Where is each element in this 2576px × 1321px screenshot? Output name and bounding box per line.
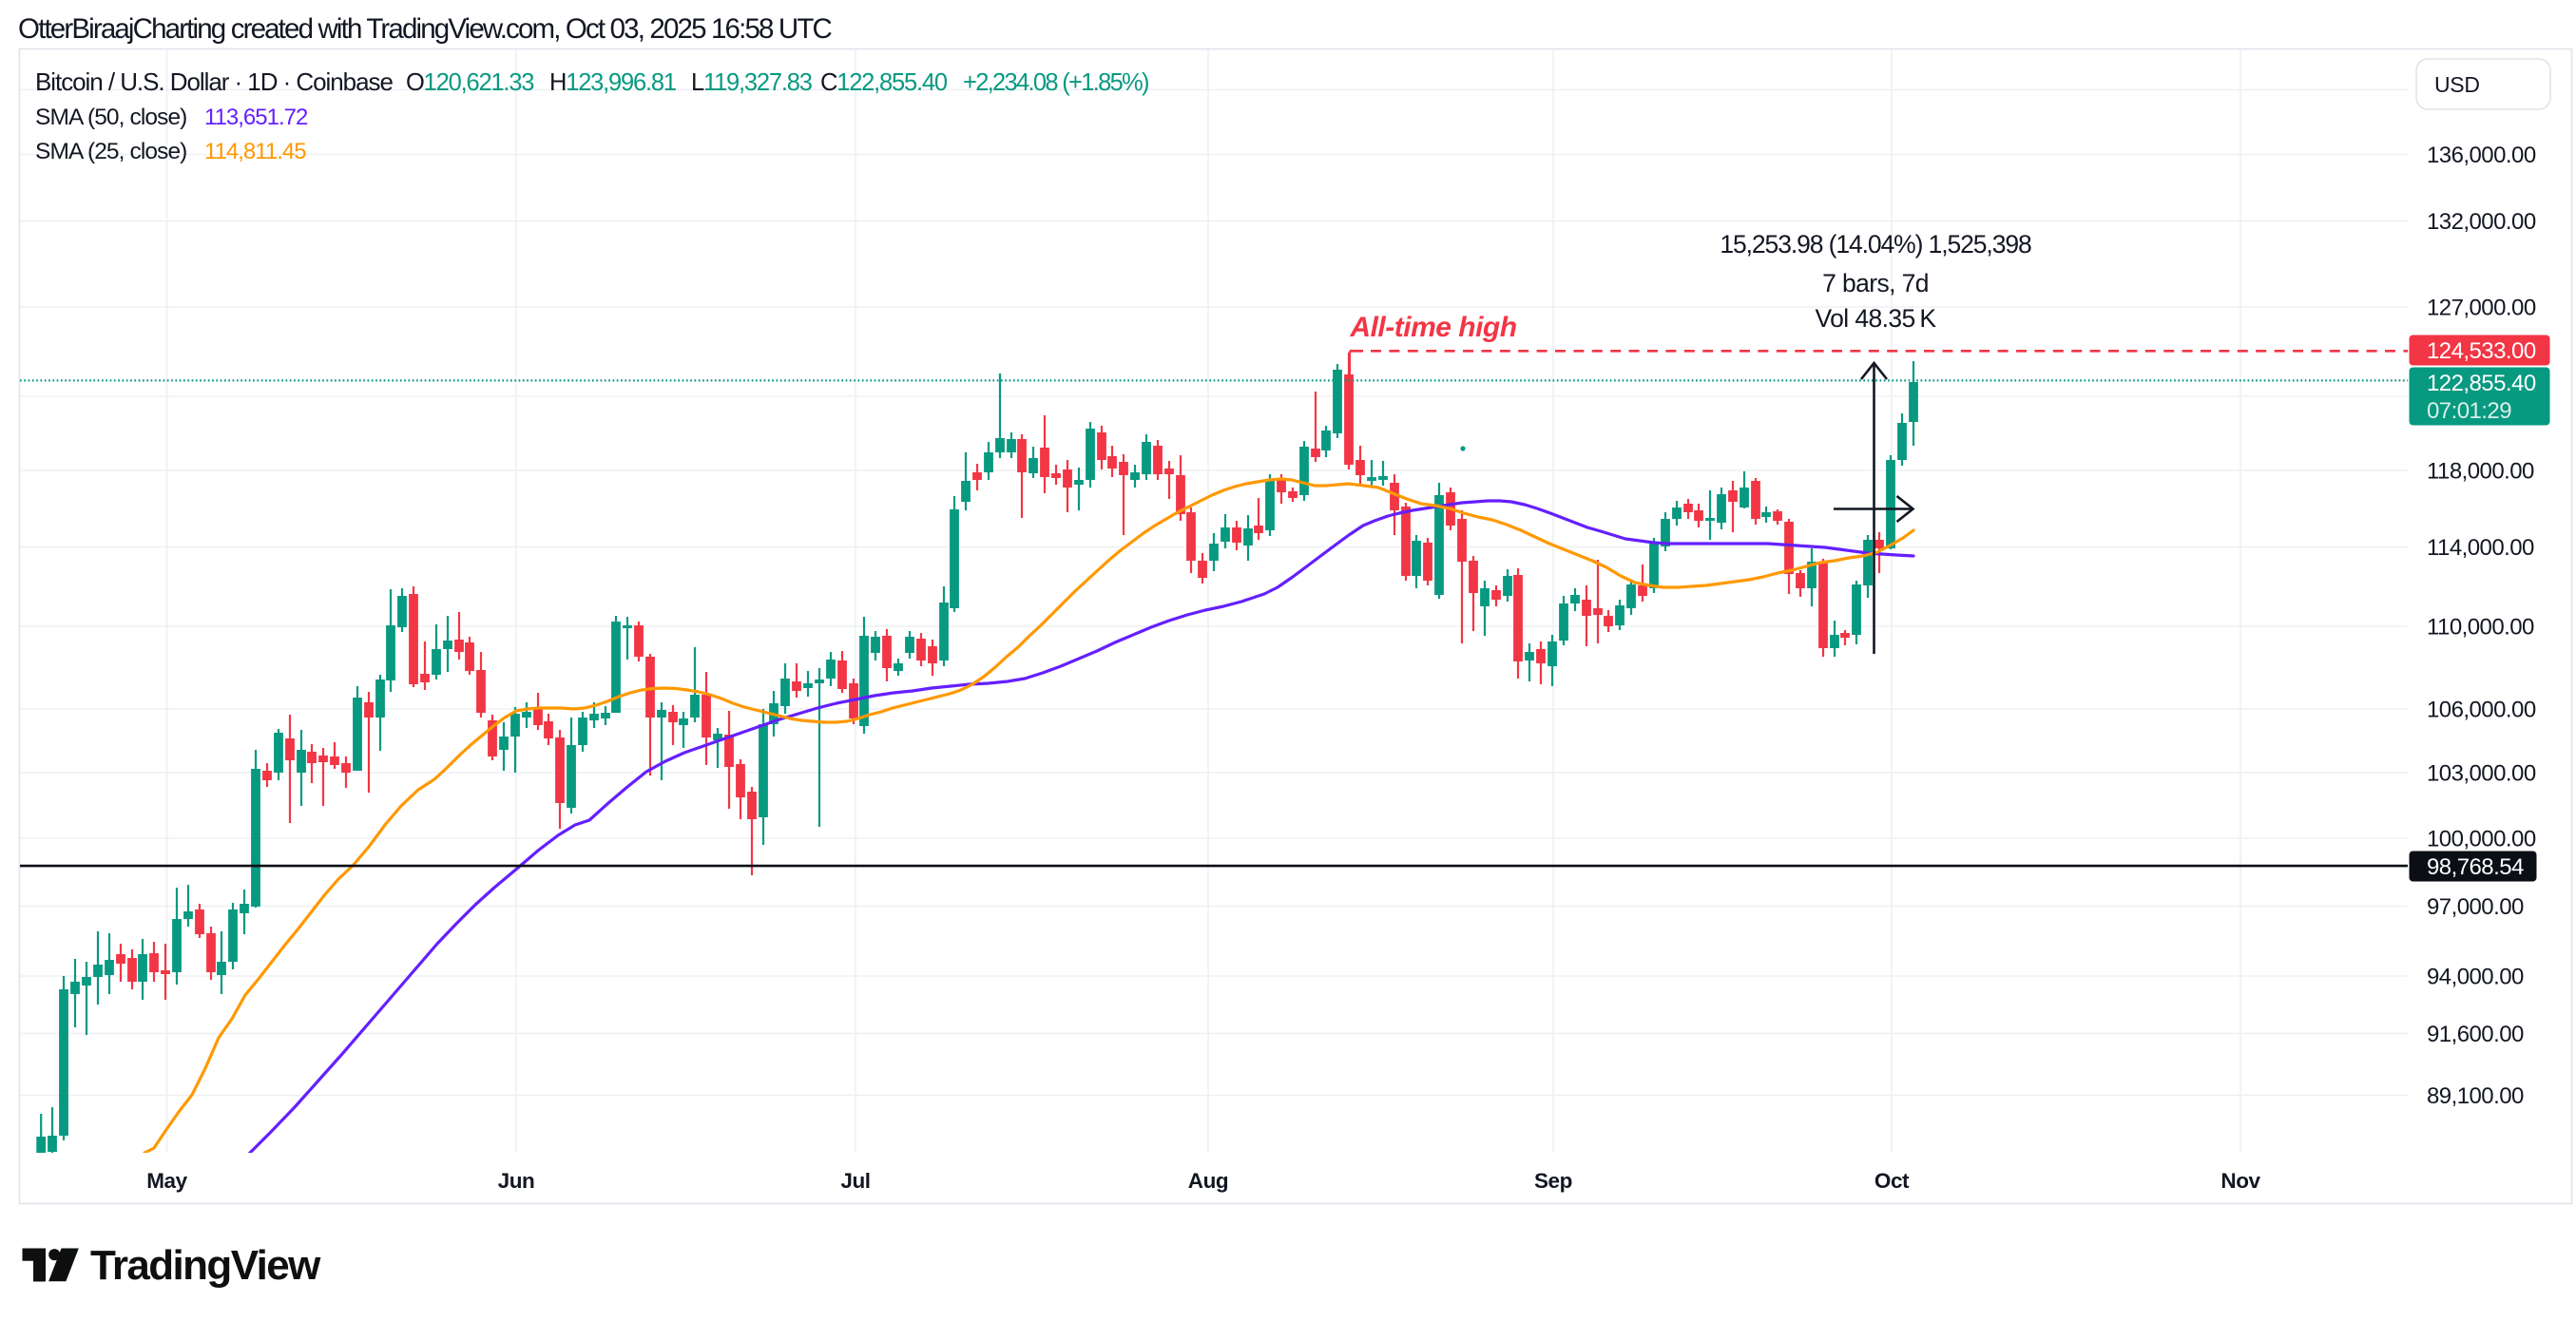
svg-text:97,000.00: 97,000.00 <box>2427 894 2524 920</box>
svg-text:132,000.00: 132,000.00 <box>2427 209 2536 235</box>
svg-text:All-time high: All-time high <box>1349 312 1516 343</box>
svg-text:89,100.00: 89,100.00 <box>2427 1083 2524 1109</box>
svg-text:106,000.00: 106,000.00 <box>2427 697 2536 722</box>
svg-text:07:01:29: 07:01:29 <box>2427 398 2511 424</box>
svg-text:100,000.00: 100,000.00 <box>2427 827 2536 852</box>
svg-text:May: May <box>146 1169 187 1193</box>
svg-text:113,651.72: 113,651.72 <box>204 105 308 130</box>
svg-text:SMA (50, close): SMA (50, close) <box>35 105 186 130</box>
svg-text:122,855.40: 122,855.40 <box>2427 371 2536 396</box>
svg-text:124,533.00: 124,533.00 <box>2427 338 2536 364</box>
svg-text:Jul: Jul <box>840 1169 870 1193</box>
svg-text:91,600.00: 91,600.00 <box>2427 1022 2524 1047</box>
svg-text:Nov: Nov <box>2220 1169 2260 1193</box>
svg-text:Vol 48.35 K: Vol 48.35 K <box>1816 304 1937 333</box>
svg-text:Aug: Aug <box>1188 1169 1229 1193</box>
svg-text:7 bars, 7d: 7 bars, 7d <box>1822 269 1929 297</box>
svg-text:127,000.00: 127,000.00 <box>2427 295 2536 320</box>
svg-text:103,000.00: 103,000.00 <box>2427 760 2536 786</box>
svg-text:Jun: Jun <box>498 1169 535 1193</box>
svg-text:114,000.00: 114,000.00 <box>2427 535 2534 561</box>
svg-text:94,000.00: 94,000.00 <box>2427 964 2524 989</box>
svg-text:+2,234.08 (+1.85%): +2,234.08 (+1.85%) <box>963 69 1148 96</box>
svg-text:Oct: Oct <box>1874 1169 1910 1193</box>
svg-text:98,768.54: 98,768.54 <box>2427 854 2524 880</box>
svg-text:Bitcoin / U.S. Dollar · 1D · C: Bitcoin / U.S. Dollar · 1D · Coinbase <box>35 67 393 96</box>
svg-text:136,000.00: 136,000.00 <box>2427 143 2536 168</box>
svg-text:H123,996.81: H123,996.81 <box>549 69 676 96</box>
svg-text:114,811.45: 114,811.45 <box>204 139 306 164</box>
svg-text:C122,855.40: C122,855.40 <box>820 69 948 96</box>
svg-text:SMA (25, close): SMA (25, close) <box>35 139 186 164</box>
svg-text:Sep: Sep <box>1534 1169 1572 1193</box>
svg-text:USD: USD <box>2434 72 2480 97</box>
svg-text:118,000.00: 118,000.00 <box>2427 458 2534 484</box>
svg-text:O120,621.33: O120,621.33 <box>406 69 534 96</box>
svg-text:L119,327.83: L119,327.83 <box>691 69 813 96</box>
svg-text:OtterBiraajCharting created wi: OtterBiraajCharting created with Trading… <box>18 13 833 45</box>
svg-text:110,000.00: 110,000.00 <box>2427 615 2534 641</box>
svg-text:15,253.98 (14.04%) 1,525,398: 15,253.98 (14.04%) 1,525,398 <box>1720 230 2031 258</box>
svg-text:TradingView: TradingView <box>90 1242 321 1289</box>
